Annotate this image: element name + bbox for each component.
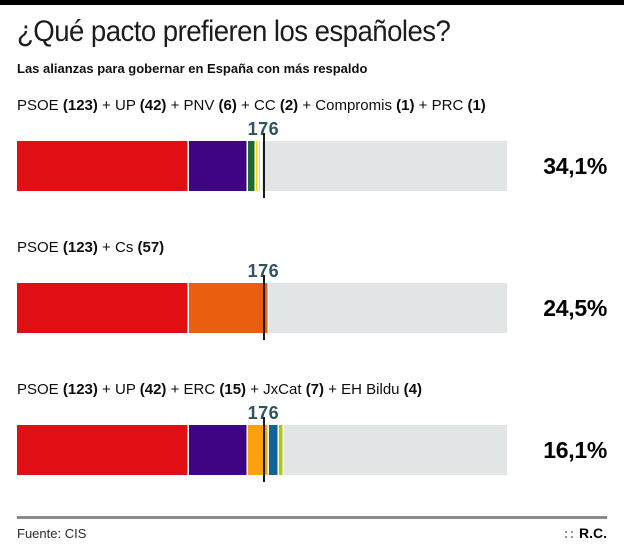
coalition-row: PSOE (123) + Cs (57) 176 24,5% [17,239,607,340]
coalition-label: PSOE (123) + Cs (57) [17,239,165,256]
credit-name: R.C. [579,525,607,541]
party-seats: (57) [137,239,165,256]
party-segment [278,425,285,475]
party-segment [189,283,269,333]
seat-bar [17,417,507,482]
support-percentage: 16,1% [543,436,607,463]
party-name: PSOE [17,239,63,256]
support-percentage: 24,5% [543,294,607,321]
party-name: PRC [431,97,468,114]
party-segment [247,425,269,475]
coalition-label: PSOE (123) + UP (42) + ERC (15) + JxCat … [17,381,423,398]
party-name: UP [115,381,140,398]
coalition-bars-chart: PSOE (123) + UP (42) + PNV (6) + CC (2) … [17,97,607,482]
party-seats: (42) [139,381,167,398]
party-segment [260,141,262,191]
infographic: ¿Qué pacto prefieren los españoles? Las … [0,15,624,541]
party-name: Cs [115,239,138,256]
party-segment [189,425,248,475]
source-label: Fuente: CIS [17,526,87,541]
party-seats: (7) [305,381,325,398]
bar-zone: 176 [17,117,507,198]
party-name: CC [254,97,280,114]
footer: Fuente: CIS :: R.C. [17,516,607,541]
party-seats: (1) [467,97,486,114]
top-border-rule [0,0,624,5]
party-segment [256,141,260,191]
bar-zone: 176 [17,401,507,482]
footer-rule [17,516,607,519]
party-name: EH Bildu [341,381,404,398]
party-seats: (123) [62,239,98,256]
party-seats: (1) [396,97,415,114]
party-seats: (6) [218,97,237,114]
seat-bar [17,133,507,198]
coalition-label: PSOE (123) + UP (42) + PNV (6) + CC (2) … [17,97,486,114]
party-seats: (15) [219,381,247,398]
credit: :: R.C. [564,525,607,541]
page-title: ¿Qué pacto prefieren los españoles? [17,15,451,48]
party-name: PSOE [17,381,63,398]
party-segment [268,425,279,475]
party-segment [189,141,248,191]
coalition-row: PSOE (123) + UP (42) + ERC (15) + JxCat … [17,381,607,482]
party-seats: (2) [279,97,299,114]
party-name: JxCat [263,381,306,398]
page-subtitle: Las alianzas para gobernar en España con… [17,61,368,76]
majority-marker-line [263,133,265,198]
party-seats: (42) [139,97,167,114]
majority-threshold-label: 176 [247,261,280,281]
seat-bar [17,275,507,340]
party-segment [259,141,261,191]
party-name: Compromis [315,97,397,114]
party-name: ERC [183,381,220,398]
party-segment [247,141,257,191]
majority-marker-line [263,417,265,482]
party-seats: (123) [62,97,98,114]
bar-zone: 176 [17,259,507,340]
majority-threshold-label: 176 [247,119,280,139]
coalition-row: PSOE (123) + UP (42) + PNV (6) + CC (2) … [17,97,607,198]
party-segment [17,141,190,191]
majority-marker-line [263,275,265,340]
party-seats: (123) [62,381,98,398]
credit-separator-icon: :: [563,525,576,541]
party-segment [17,283,190,333]
party-name: UP [115,97,140,114]
party-segment [17,425,190,475]
party-name: PSOE [17,97,63,114]
majority-threshold-label: 176 [247,403,280,423]
support-percentage: 34,1% [543,152,607,179]
party-name: PNV [183,97,219,114]
party-seats: (4) [403,381,423,398]
